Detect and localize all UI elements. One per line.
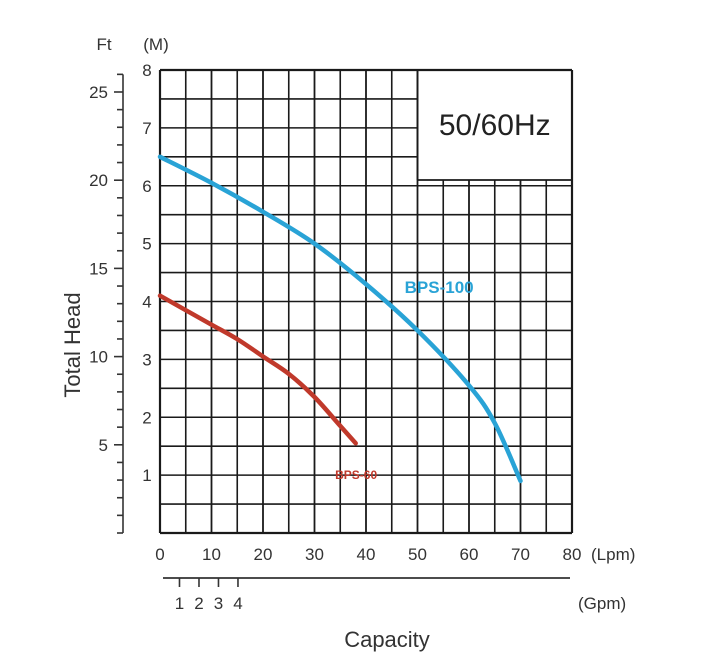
x-axis-title: Capacity [344,627,430,652]
x-tick-label-gpm: 1 [175,594,184,613]
x-tick-label-gpm: 4 [233,594,242,613]
x-unit-gpm: (Gpm) [578,594,626,613]
y-tick-label-ft: 15 [89,259,108,278]
y-tick-label-m: 5 [142,235,151,254]
y-tick-label-ft: 20 [89,171,108,190]
series-line-bps-100 [157,154,523,484]
x-unit-lpm: (Lpm) [591,545,635,564]
series-label-bps-100: BPS-100 [405,278,474,297]
y-tick-label-m: 6 [142,177,151,196]
x-tick-label-lpm: 30 [305,545,324,564]
y-tick-label-m: 3 [142,350,151,369]
y-unit-ft: Ft [96,35,111,54]
x-tick-label-lpm: 40 [357,545,376,564]
y-tick-label-ft: 5 [99,436,108,455]
y-tick-label-ft: 25 [89,83,108,102]
series-label-bps-60: BPS-60 [335,468,377,482]
x-tick-label-gpm: 2 [194,594,203,613]
x-tick-label-lpm: 10 [202,545,221,564]
x-tick-label-lpm: 0 [155,545,164,564]
x-tick-label-lpm: 60 [460,545,479,564]
y-tick-label-m: 7 [142,119,151,138]
y-axis-title: Total Head [60,292,85,397]
grid-lines [158,68,574,535]
frequency-label: 50/60Hz [439,109,551,142]
x-tick-label-lpm: 80 [563,545,582,564]
series-line-bps-60 [157,293,358,446]
y-tick-label-m: 2 [142,408,151,427]
x-tick-label-lpm: 50 [408,545,427,564]
x-tick-label-lpm: 20 [254,545,273,564]
y-tick-label-m: 4 [142,293,151,312]
y-tick-label-m: 8 [142,61,151,80]
y-unit-m: (M) [143,35,168,54]
x-tick-label-lpm: 70 [511,545,530,564]
x-tick-label-gpm: 3 [214,594,223,613]
y-tick-label-ft: 10 [89,348,108,367]
y-tick-label-m: 1 [142,466,151,485]
